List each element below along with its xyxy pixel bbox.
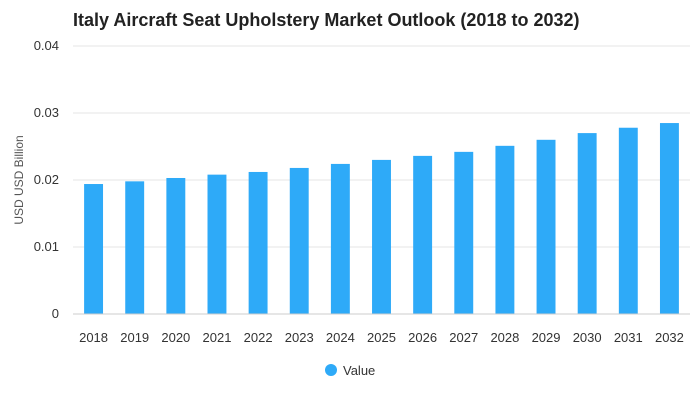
bar-2030[interactable] [577,133,597,314]
bar-2032[interactable] [659,123,679,314]
bar-2029[interactable] [536,139,556,314]
x-tick-label: 2024 [326,330,355,345]
y-tick-label: 0.01 [34,239,59,254]
bar-2019[interactable] [125,181,145,314]
x-tick-label: 2022 [244,330,273,345]
x-tick-label: 2029 [532,330,561,345]
x-tick-label: 2030 [573,330,602,345]
x-tick-label: 2018 [79,330,108,345]
bar-2024[interactable] [330,163,350,314]
y-tick-label: 0.02 [34,172,59,187]
y-tick-label: 0.04 [34,38,59,53]
bar-2028[interactable] [495,145,515,314]
x-tick-label: 2025 [367,330,396,345]
x-tick-label: 2020 [161,330,190,345]
bar-2026[interactable] [413,155,433,314]
x-tick-label: 2019 [120,330,149,345]
bar-2023[interactable] [289,167,309,314]
x-tick-label: 2023 [285,330,314,345]
x-tick-label: 2028 [490,330,519,345]
y-axis-ticks: 0 0.01 0.02 0.03 0.04 [34,38,59,321]
x-axis-ticks: 2018 2019 2020 2021 2022 2023 2024 2025 2026 2027… [79,330,684,345]
x-tick-label: 2027 [449,330,478,345]
y-axis-title: USD USD Billion [12,135,26,224]
bar-2020[interactable] [166,177,186,314]
bar-2031[interactable] [618,127,638,315]
x-tick-label: 2021 [203,330,232,345]
bar-2027[interactable] [454,151,474,314]
legend-label: Value [343,363,375,378]
bar-2018[interactable] [84,184,104,314]
bar-2021[interactable] [207,174,227,314]
x-tick-label: 2031 [614,330,643,345]
bar-2022[interactable] [248,171,268,314]
y-tick-label: 0 [52,306,59,321]
x-tick-label: 2026 [408,330,437,345]
y-tick-label: 0.03 [34,105,59,120]
legend[interactable]: Value [325,363,375,378]
bars [84,123,679,315]
bar-2025[interactable] [372,159,391,314]
legend-swatch-icon [325,364,337,376]
x-tick-label: 2032 [655,330,684,345]
chart-title: Italy Aircraft Seat Upholstery Market Ou… [73,10,580,30]
